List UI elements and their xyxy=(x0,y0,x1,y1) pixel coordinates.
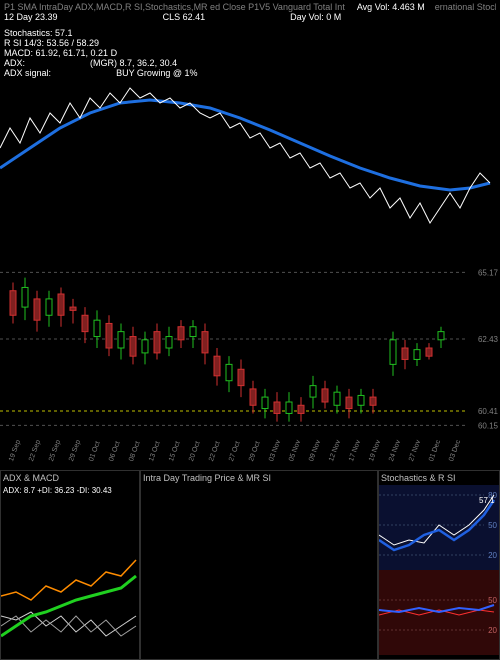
svg-text:57.1: 57.1 xyxy=(479,496,495,505)
adx-macd-panel: ADX & MACD ADX: 8.7 +DI: 36.23 -DI: 30.4… xyxy=(0,470,140,660)
main-price-chart xyxy=(0,78,500,258)
x-axis-date: 03 Nov xyxy=(268,439,282,462)
x-axis-date: 29 Sep xyxy=(68,439,82,462)
stoch-panel-title: Stochastics & R SI xyxy=(379,471,499,485)
svg-text:50: 50 xyxy=(488,596,497,605)
svg-text:60.41: 60.41 xyxy=(478,407,499,416)
adx-panel-title: ADX & MACD xyxy=(1,471,139,485)
period-label: 12 Day 23.39 xyxy=(4,12,58,22)
indicators-label: P1 SMA IntraDay ADX,MACD,R SI,Stochastic… xyxy=(4,2,345,12)
x-axis-date: 29 Oct xyxy=(248,441,262,463)
x-axis-date: 09 Nov xyxy=(308,439,322,462)
indicator-panels: ADX & MACD ADX: 8.7 +DI: 36.23 -DI: 30.4… xyxy=(0,470,500,660)
candlestick-chart: 65.17 62.43 60.41 60.15 19 Sep 22 Sep 25 Sep 2… xyxy=(0,258,500,468)
mgr-value: (MGR) 8.7, 36.2, 30.4 xyxy=(90,58,177,68)
x-axis-date: 17 Nov xyxy=(348,439,362,462)
svg-text:20: 20 xyxy=(488,551,497,560)
x-axis-date: 13 Oct xyxy=(148,441,162,463)
svg-text:20: 20 xyxy=(488,626,497,635)
cls-label: CLS xyxy=(163,12,181,22)
svg-text:62.43: 62.43 xyxy=(478,335,499,344)
x-axis-date: 15 Oct xyxy=(168,441,182,463)
intraday-panel: Intra Day Trading Price & MR SI xyxy=(140,470,378,660)
svg-text:65.17: 65.17 xyxy=(478,268,499,277)
x-axis-date: 24 Nov xyxy=(388,439,402,462)
intraday-panel-title: Intra Day Trading Price & MR SI xyxy=(141,471,377,485)
day-vol-value: 0 M xyxy=(326,12,341,22)
header-block: P1 SMA IntraDay ADX,MACD,R SI,Stochastic… xyxy=(0,0,500,80)
x-axis-date: 25 Sep xyxy=(48,439,62,462)
stochastics-panel: Stochastics & R SI 80502057.1 5020 xyxy=(378,470,500,660)
x-axis-date: 05 Nov xyxy=(288,439,302,462)
macd-readout: MACD: 61.92, 61.71, 0.21 D xyxy=(4,48,496,58)
adx-label: ADX: xyxy=(4,58,25,68)
day-vol-label: Day Vol: xyxy=(290,12,324,22)
avg-vol-label: Avg Vol: xyxy=(357,2,390,12)
x-axis-date: 22 Sep xyxy=(28,439,42,462)
svg-text:60.15: 60.15 xyxy=(478,421,499,430)
x-axis-date: 06 Oct xyxy=(108,441,122,463)
x-axis-date: 20 Oct xyxy=(188,441,202,463)
adx-signal-value: BUY Growing @ 1% xyxy=(116,68,198,78)
stochastics-readout: Stochastics: 57.1 xyxy=(4,28,496,38)
x-axis-date: 27 Oct xyxy=(228,441,242,463)
cls-value: 62.41 xyxy=(183,12,206,22)
x-axis-date: 27 Nov xyxy=(408,439,422,462)
adx-signal-label: ADX signal: xyxy=(4,68,51,78)
x-axis-date: 03 Dec xyxy=(448,439,462,462)
x-axis-date: 19 Sep xyxy=(8,439,22,462)
adx-panel-subtitle: ADX: 8.7 +DI: 36.23 -DI: 30.43 xyxy=(1,485,139,496)
x-axis-date: 01 Dec xyxy=(428,439,442,462)
x-axis-date: 19 Nov xyxy=(368,439,382,462)
x-axis-date: 01 Oct xyxy=(88,441,102,463)
avg-vol-value: 4.463 M xyxy=(392,2,425,12)
x-axis-date: 22 Oct xyxy=(208,441,222,463)
svg-text:50: 50 xyxy=(488,521,497,530)
rsi-readout: R SI 14/3: 53.56 / 58.29 xyxy=(4,38,496,48)
x-axis-date: 08 Oct xyxy=(128,441,142,463)
title-suffix: ernational Stock ETF| MunafaSutra.com xyxy=(435,2,496,12)
x-axis-date: 12 Nov xyxy=(328,439,342,462)
